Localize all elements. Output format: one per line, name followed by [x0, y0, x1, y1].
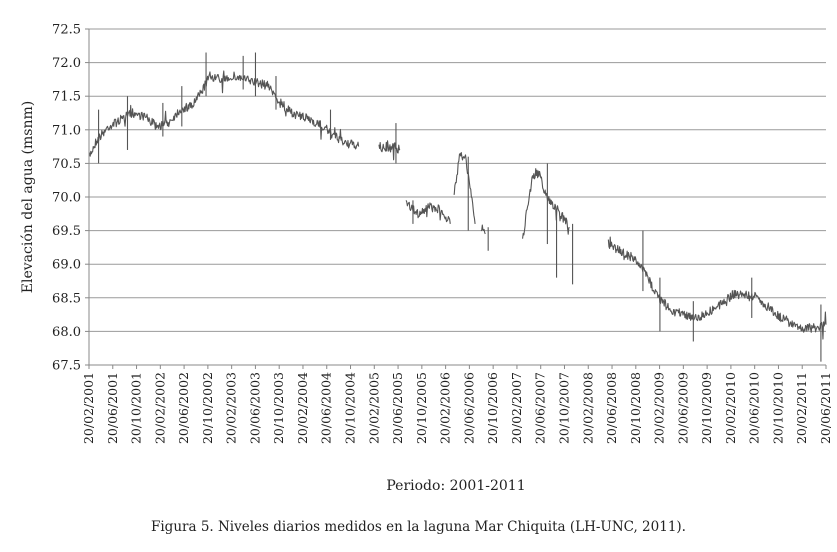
y-tick-label: 71.0: [52, 123, 81, 138]
x-tick-label: 20/06/2007: [533, 372, 548, 444]
y-axis-ticks: 72.5 72.0 71.5 71.0 70.5 70.0 69.5 69.0 68.5 68.0…: [52, 23, 89, 374]
x-tick-label: 20/02/2008: [580, 372, 595, 444]
x-tick-label: 20/10/2006: [485, 372, 500, 444]
x-tick-label: 20/06/2009: [675, 372, 690, 444]
y-tick-label: 72.0: [52, 56, 81, 71]
x-tick-label: 20/02/2004: [295, 372, 310, 444]
x-tick-label: 20/06/2003: [247, 372, 262, 444]
series-water-level: [88, 52, 827, 362]
x-tick-label: 20/02/2005: [366, 372, 381, 444]
x-tick-label: 20/02/2007: [509, 372, 524, 444]
series-segment: [453, 151, 476, 224]
x-tick-label: 20/02/2010: [723, 372, 738, 444]
y-tick-label: 67.5: [52, 359, 81, 374]
x-tick-label: 20/02/2011: [794, 372, 809, 444]
y-axis-title: Elevación del agua (msnm): [20, 101, 36, 293]
y-tick-label: 68.0: [52, 325, 81, 340]
x-tick-label: 20/02/2009: [652, 372, 667, 444]
x-axis-ticks: 20/02/2001 20/06/2001 20/10/2001 20/02/2002…: [81, 365, 833, 444]
series-segment: [607, 236, 827, 340]
x-tick-label: 20/02/2006: [438, 372, 453, 444]
x-tick-label: 20/10/2010: [770, 372, 785, 444]
y-tick-label: 69.5: [52, 224, 81, 239]
x-tick-label: 20/02/2001: [81, 372, 96, 444]
y-tick-label: 71.5: [52, 90, 81, 105]
x-tick-label: 20/06/2010: [747, 372, 762, 444]
x-tick-label: 20/02/2003: [224, 372, 239, 444]
x-tick-label: 20/10/2002: [200, 372, 215, 444]
x-tick-label: 20/10/2007: [556, 372, 571, 444]
series-segment: [480, 224, 486, 235]
x-tick-label: 20/10/2004: [343, 372, 358, 444]
x-axis-title: Periodo: 2001-2011: [386, 478, 525, 494]
line-chart: 72.5 72.0 71.5 71.0 70.5 70.0 69.5 69.0 68.5 68.0…: [20, 23, 833, 495]
x-tick-label: 20/06/2001: [105, 372, 120, 444]
y-tick-label: 70.5: [52, 157, 81, 172]
x-tick-label: 20/10/2005: [414, 372, 429, 444]
x-tick-label: 20/10/2008: [628, 372, 643, 444]
y-tick-label: 68.5: [52, 291, 81, 306]
series-segment: [88, 70, 360, 157]
x-tick-label: 20/02/2002: [152, 372, 167, 444]
series-segment: [522, 168, 570, 239]
y-tick-label: 69.0: [52, 258, 81, 273]
x-tick-label: 20/10/2009: [699, 372, 714, 444]
x-tick-label: 20/06/2002: [176, 372, 191, 444]
x-tick-label: 20/10/2003: [271, 372, 286, 444]
x-tick-label: 20/06/2006: [461, 372, 476, 444]
y-tick-label: 72.5: [52, 23, 81, 38]
x-tick-label: 20/06/2005: [390, 372, 405, 444]
x-tick-label: 20/06/2011: [818, 372, 833, 444]
grid-lines: [89, 28, 826, 366]
x-tick-label: 20/10/2001: [129, 372, 144, 444]
y-tick-label: 70.0: [52, 191, 81, 206]
series-segment: [378, 140, 401, 161]
x-tick-label: 20/06/2004: [319, 372, 334, 444]
x-tick-label: 20/06/2008: [604, 372, 619, 444]
figure-caption: Figura 5. Niveles diarios medidos en la …: [151, 519, 686, 535]
